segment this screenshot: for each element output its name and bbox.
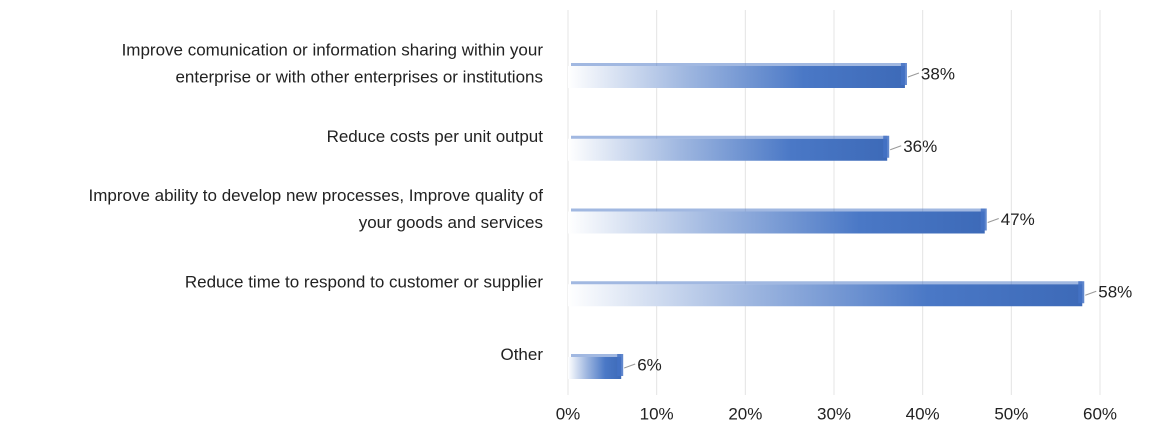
x-tick-label: 50% bbox=[994, 404, 1028, 423]
category-label: Improve comunication or information shar… bbox=[122, 41, 544, 87]
leader-line bbox=[907, 72, 920, 78]
x-tick-label: 40% bbox=[906, 404, 940, 423]
x-tick-label: 60% bbox=[1083, 404, 1117, 423]
category-label: Reduce costs per unit output bbox=[327, 127, 544, 146]
data-label: 38% bbox=[921, 64, 955, 83]
category-label: Other bbox=[500, 345, 543, 364]
x-tick-label: 0% bbox=[556, 404, 581, 423]
data-label: 36% bbox=[903, 137, 937, 156]
x-tick-label: 20% bbox=[728, 404, 762, 423]
bar-cap bbox=[883, 135, 890, 158]
category-label: Reduce time to respond to customer or su… bbox=[185, 273, 543, 292]
data-label: 6% bbox=[637, 355, 662, 374]
x-tick-label: 10% bbox=[640, 404, 674, 423]
leader-line bbox=[624, 363, 636, 369]
bar bbox=[568, 357, 622, 379]
data-label: 47% bbox=[1001, 210, 1035, 229]
bar bbox=[568, 284, 1083, 307]
bar-top bbox=[571, 281, 1083, 285]
leader-line bbox=[987, 218, 999, 223]
bar bbox=[568, 211, 985, 234]
bar bbox=[568, 66, 905, 88]
bar-top bbox=[571, 208, 985, 212]
bar-cap bbox=[617, 354, 624, 376]
leader-line bbox=[1085, 290, 1097, 296]
bar-cap bbox=[900, 63, 907, 85]
bar bbox=[568, 138, 888, 161]
bar-top bbox=[571, 135, 888, 139]
x-tick-label: 30% bbox=[817, 404, 851, 423]
data-label: 58% bbox=[1098, 283, 1132, 302]
category-label: Improve ability to develop new processes… bbox=[88, 186, 543, 232]
bar-cap bbox=[980, 208, 987, 231]
bar-cap bbox=[1078, 281, 1085, 304]
leader-line bbox=[890, 145, 902, 151]
bar-top bbox=[571, 354, 622, 357]
bar-top bbox=[571, 63, 905, 66]
